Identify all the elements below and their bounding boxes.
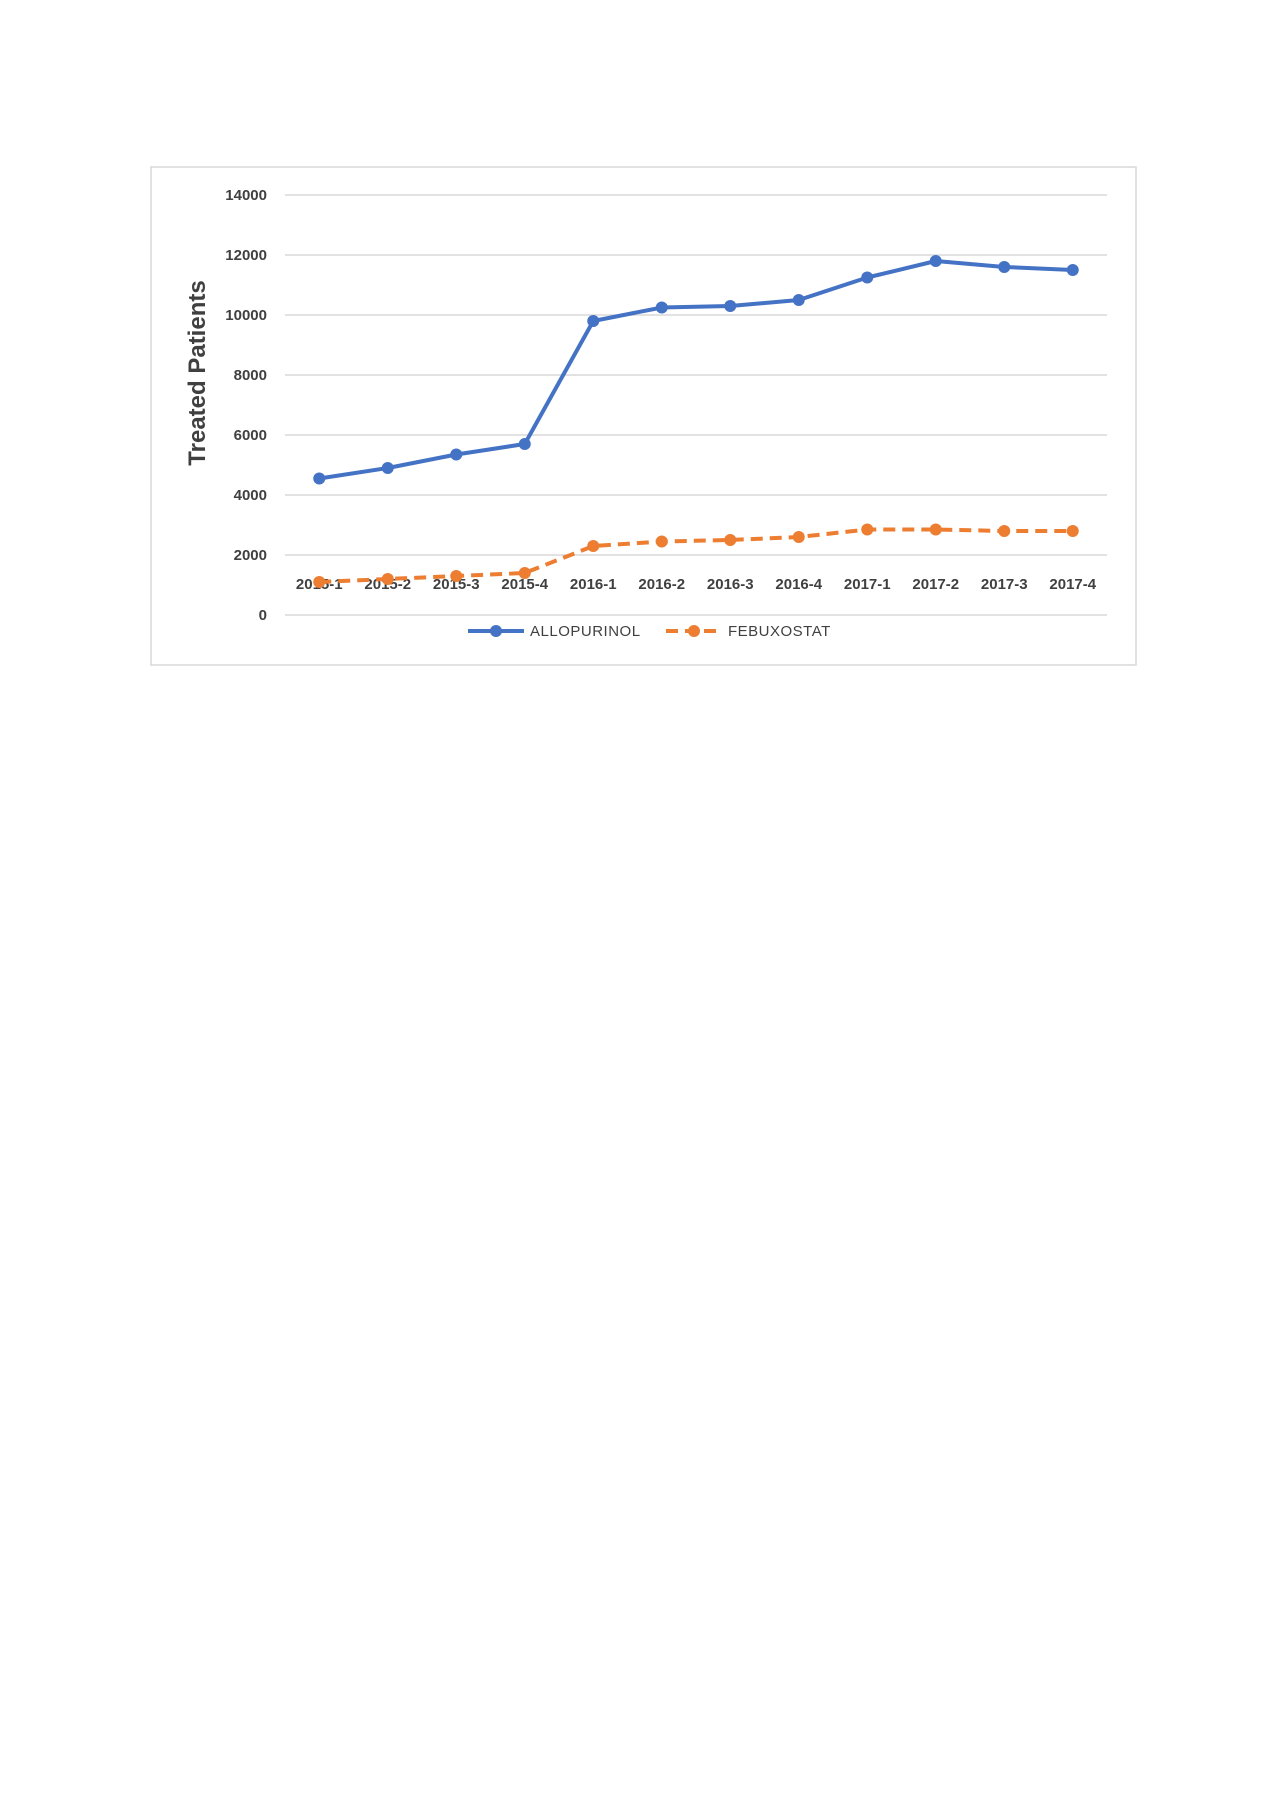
x-tick-label: 2015-4 — [501, 576, 548, 593]
legend-marker — [688, 625, 700, 637]
y-tick-label: 14000 — [225, 187, 267, 204]
data-point — [724, 300, 737, 312]
data-point — [381, 462, 394, 474]
series-line — [318, 259, 1073, 481]
data-point — [929, 255, 942, 267]
legend-marker — [490, 625, 502, 637]
data-point — [929, 523, 942, 536]
data-point — [518, 438, 531, 450]
legend: ALLOPURINOL FEBUXOSTAT — [468, 623, 831, 640]
x-tick-label: 2016-4 — [775, 576, 822, 593]
data-point — [450, 570, 463, 582]
data-point — [861, 271, 874, 284]
data-point — [1066, 525, 1079, 537]
data-point — [381, 573, 394, 585]
y-tick-label: 6000 — [234, 427, 267, 444]
data-point — [450, 448, 463, 461]
data-point — [655, 301, 668, 314]
x-tick-label: 2017-4 — [1049, 576, 1096, 593]
gridlines — [285, 194, 1107, 616]
data-point — [587, 315, 600, 327]
x-tick-label: 2016-1 — [570, 576, 617, 593]
y-tick-label: 12000 — [225, 247, 267, 264]
x-tick-label: 2016-3 — [707, 576, 754, 593]
y-tick-label: 10000 — [225, 307, 267, 324]
series-group — [313, 255, 1079, 588]
y-tick-label: 4000 — [234, 487, 267, 504]
data-point — [792, 531, 805, 543]
data-point — [313, 472, 326, 485]
legend-label: FEBUXOSTAT — [728, 623, 831, 640]
data-point — [518, 567, 531, 579]
legend-label: ALLOPURINOL — [530, 623, 641, 640]
data-point — [792, 294, 805, 306]
series-febuxostat — [313, 523, 1079, 588]
x-tick-label: 2017-2 — [912, 576, 959, 593]
data-point — [587, 540, 600, 552]
data-point — [861, 523, 874, 536]
x-tick-label: 2017-1 — [844, 576, 891, 593]
data-point — [998, 525, 1011, 537]
y-tick-label: 0 — [259, 607, 267, 624]
series-allopurinol — [313, 255, 1079, 485]
y-tick-label: 2000 — [234, 547, 267, 564]
y-axis-ticks: 0 2000 4000 6000 8000 10000 12000 14000 — [225, 187, 267, 624]
data-point — [1066, 264, 1079, 276]
series-line — [319, 527, 1073, 584]
data-point — [998, 261, 1011, 273]
data-point — [655, 535, 668, 548]
x-tick-label: 2017-3 — [981, 576, 1028, 593]
x-tick-label: 2016-2 — [638, 576, 685, 593]
data-point — [313, 576, 326, 588]
x-tick-label: 2015-3 — [433, 576, 480, 593]
y-tick-label: 8000 — [234, 367, 267, 384]
y-axis-title: Treated Patients — [184, 280, 211, 465]
data-point — [724, 534, 737, 546]
